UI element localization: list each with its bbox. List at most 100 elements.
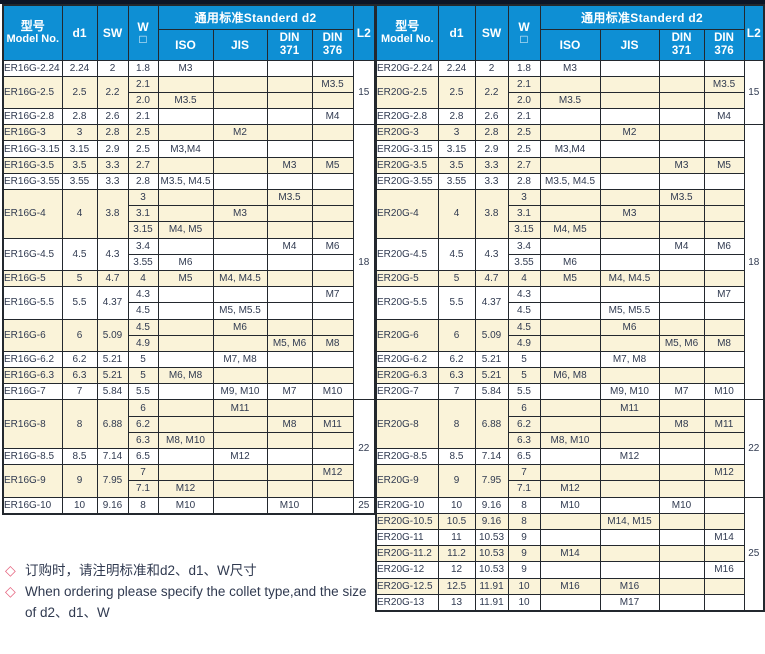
model-cell: ER16G-6.3 <box>2 367 63 385</box>
table-row: 3.15 M4, M5 <box>376 221 764 239</box>
d1-cell: 12 <box>437 561 476 579</box>
jis-cell: M3 <box>212 205 268 223</box>
w-cell: 7.1 <box>127 480 159 498</box>
din376-cell <box>703 350 745 369</box>
din376-cell <box>703 399 745 417</box>
col-header-din376-line1: DIN <box>714 31 734 44</box>
iso-cell: M6 <box>539 253 601 271</box>
note-ordering-en: ◇ When ordering please specify the colle… <box>5 581 367 623</box>
jis-cell <box>599 464 660 482</box>
jis-cell <box>599 334 660 352</box>
din376-cell <box>703 253 745 271</box>
din376-cell <box>311 350 354 369</box>
model-cell: ER20G-4.5 <box>375 237 439 271</box>
col-header-w: W □ <box>507 4 541 61</box>
sw-cell: 7.95 <box>474 464 509 498</box>
jis-cell <box>212 59 268 77</box>
diamond-icon: ◇ <box>5 583 16 599</box>
table-row: 4.5 M5, M5.5 <box>3 302 375 320</box>
model-cell: ER16G-8 <box>2 399 63 449</box>
iso-cell <box>539 75 601 93</box>
w-cell: 3.4 <box>127 237 159 255</box>
sw-cell: 6.88 <box>474 399 509 449</box>
din371-cell <box>658 561 705 579</box>
din371-cell: M4 <box>266 237 313 255</box>
sw-cell: 2.2 <box>96 75 129 110</box>
model-cell: ER20G-6 <box>375 318 439 352</box>
din376-cell <box>703 512 745 530</box>
col-header-din376-line2: 376 <box>714 44 734 57</box>
l2-cell: 22 <box>352 399 376 498</box>
din371-cell <box>658 124 705 142</box>
iso-cell: M3.5 <box>157 91 214 110</box>
din371-cell <box>658 140 705 158</box>
din371-cell <box>658 221 705 239</box>
w-cell: 2.5 <box>507 124 541 142</box>
w-cell: 6 <box>127 399 159 417</box>
d1-cell: 10 <box>61 496 98 515</box>
iso-cell: M3 <box>539 59 601 77</box>
d1-cell: 9 <box>437 464 476 498</box>
sw-cell: 10.53 <box>474 528 509 547</box>
er20g-table-body: ER20G-2.24 2.24 2 1.8 M3 15 ER20G-2.5 2.5 2.2 2.1… <box>375 59 765 612</box>
table-row: 7.1 M12 <box>3 480 375 498</box>
model-cell: ER20G-7 <box>375 383 439 401</box>
din376-cell <box>703 269 745 288</box>
din371-cell <box>266 286 313 304</box>
din376-cell: M11 <box>703 415 745 433</box>
d1-cell: 13 <box>437 593 476 612</box>
col-header-din371-line2: 371 <box>671 44 692 57</box>
jis-cell <box>599 59 660 77</box>
iso-cell <box>539 464 601 482</box>
col-header-w: W □ <box>127 4 159 61</box>
iso-cell <box>539 334 601 352</box>
w-cell: 1.8 <box>127 59 159 77</box>
jis-cell <box>212 221 268 239</box>
din371-cell <box>266 221 313 239</box>
din371-cell <box>658 593 705 612</box>
d1-cell: 4 <box>61 189 98 239</box>
din376-cell: M3.5 <box>311 75 354 93</box>
jis-cell <box>212 496 268 515</box>
jis-cell <box>599 156 660 174</box>
w-cell: 3.1 <box>127 205 159 223</box>
col-header-w-letter: W <box>137 19 149 34</box>
iso-cell <box>539 286 601 304</box>
jis-cell: M17 <box>599 593 660 612</box>
iso-cell: M4, M5 <box>157 221 214 239</box>
model-cell: ER16G-2.8 <box>2 108 63 126</box>
sw-cell: 5.21 <box>96 367 129 385</box>
note-ordering-zh: ◇ 订购时，请注明标准和d2、d1、W尺寸 <box>5 560 367 581</box>
jis-cell: M6 <box>599 318 660 336</box>
din376-cell <box>703 221 745 239</box>
iso-cell <box>157 464 214 482</box>
d1-cell: 3 <box>437 124 476 142</box>
jis-cell: M7, M8 <box>599 350 660 369</box>
model-cell: ER20G-6.3 <box>375 367 439 385</box>
d1-cell: 3.15 <box>61 140 98 158</box>
iso-cell <box>539 302 601 320</box>
w-cell: 7 <box>507 464 541 482</box>
din376-cell <box>311 302 354 320</box>
din376-cell: M12 <box>311 464 354 482</box>
model-cell: ER16G-2.5 <box>2 75 63 110</box>
sw-cell: 7.95 <box>96 464 129 498</box>
din371-cell: M8 <box>266 415 313 433</box>
table-row: ER16G-4.5 4.5 4.3 3.4 M4 M6 <box>2 237 375 271</box>
col-header-din371-line2: 371 <box>279 44 300 57</box>
iso-cell <box>539 188 601 207</box>
din376-cell <box>311 431 354 450</box>
model-cell: ER16G-9 <box>2 464 63 498</box>
table-row: ER16G-3.5 3.5 3.3 2.7 M3 M5 <box>2 156 375 174</box>
d1-cell: 8 <box>61 399 98 449</box>
table-row: ER16G-3.15 3.15 2.9 2.5 M3,M4 <box>2 140 375 158</box>
col-header-din376-line1: DIN <box>322 31 343 44</box>
d1-cell: 5.5 <box>61 286 98 320</box>
w-cell: 7.1 <box>507 480 541 498</box>
din376-cell <box>703 59 745 77</box>
din376-cell <box>311 399 354 417</box>
jis-cell <box>212 367 268 385</box>
din371-cell <box>658 545 705 563</box>
table-row: ER20G-3.15 3.15 2.9 2.5 M3,M4 <box>375 140 764 158</box>
din376-cell: M5 <box>311 156 354 174</box>
